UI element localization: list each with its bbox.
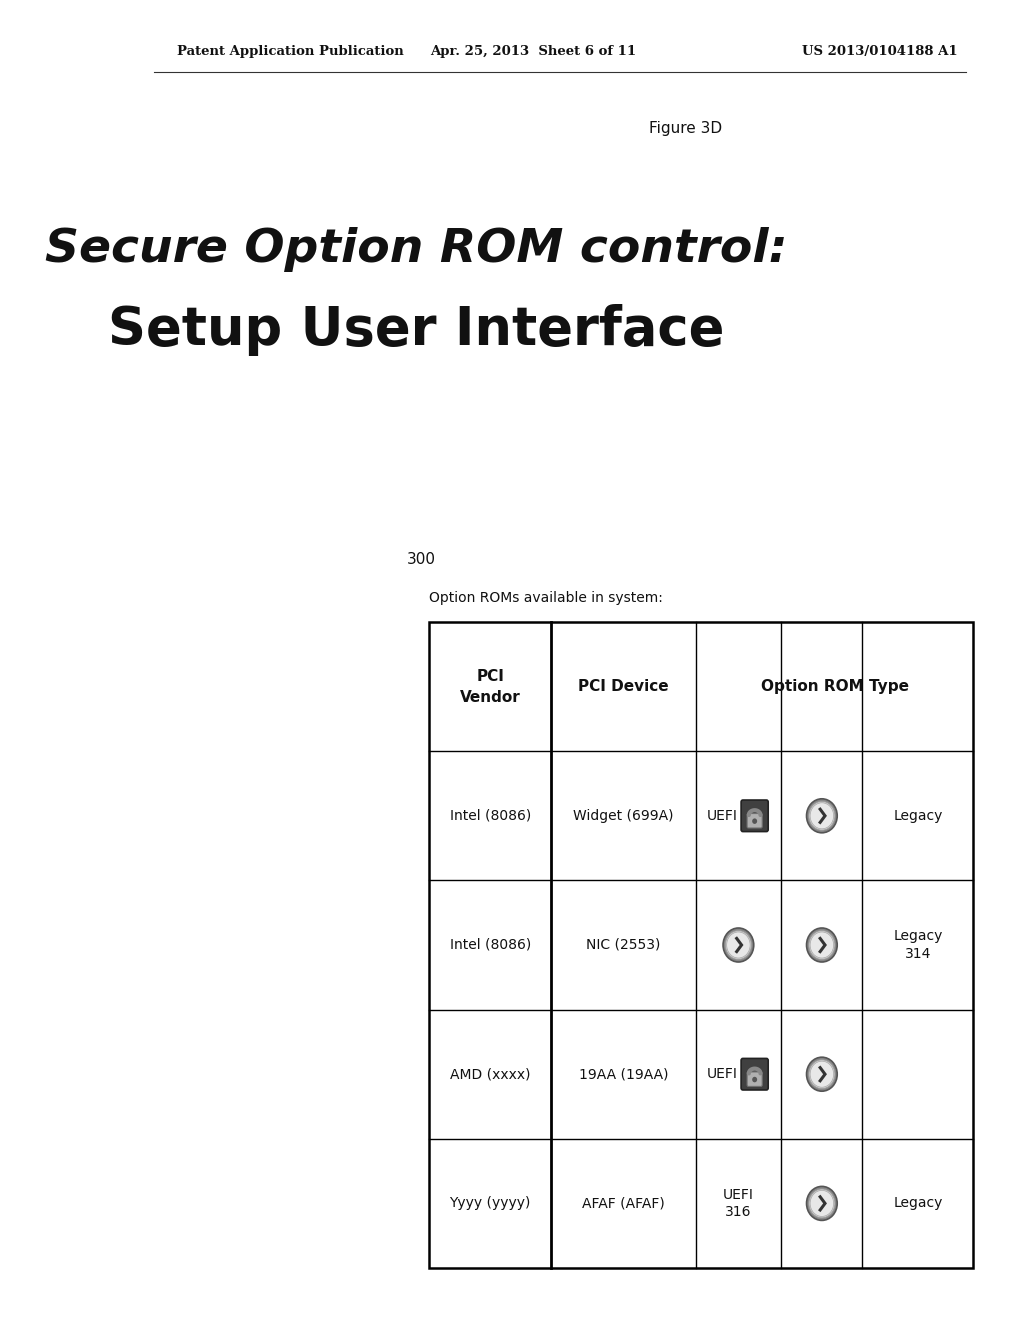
- Ellipse shape: [810, 932, 834, 958]
- Text: Figure 3D: Figure 3D: [648, 120, 722, 136]
- Ellipse shape: [809, 1060, 835, 1089]
- Ellipse shape: [725, 931, 752, 960]
- Text: AFAF (AFAF): AFAF (AFAF): [582, 1196, 665, 1210]
- Ellipse shape: [807, 928, 838, 962]
- Ellipse shape: [809, 931, 835, 960]
- Text: Widget (699A): Widget (699A): [573, 809, 674, 822]
- Text: Legacy
314: Legacy 314: [893, 929, 943, 961]
- Ellipse shape: [807, 1057, 838, 1092]
- Ellipse shape: [727, 932, 751, 958]
- Text: Secure Option ROM control:: Secure Option ROM control:: [45, 227, 787, 272]
- Bar: [429, 622, 974, 1269]
- Text: Legacy: Legacy: [893, 809, 943, 822]
- Text: Apr. 25, 2013  Sheet 6 of 11: Apr. 25, 2013 Sheet 6 of 11: [430, 45, 636, 58]
- Circle shape: [753, 1077, 757, 1082]
- Text: Yyyy (yyyy): Yyyy (yyyy): [450, 1196, 531, 1210]
- Ellipse shape: [810, 1191, 834, 1217]
- Text: UEFI
316: UEFI 316: [723, 1188, 754, 1220]
- Text: 19AA (19AA): 19AA (19AA): [579, 1067, 668, 1081]
- FancyBboxPatch shape: [748, 1072, 762, 1086]
- FancyBboxPatch shape: [741, 1059, 768, 1090]
- Text: Patent Application Publication: Patent Application Publication: [177, 45, 403, 58]
- Text: AMD (xxxx): AMD (xxxx): [450, 1067, 530, 1081]
- Text: UEFI: UEFI: [707, 809, 737, 822]
- Ellipse shape: [807, 1187, 838, 1221]
- Ellipse shape: [810, 1061, 834, 1088]
- Ellipse shape: [723, 928, 754, 962]
- Text: Option ROMs available in system:: Option ROMs available in system:: [429, 591, 664, 605]
- Text: Intel (8086): Intel (8086): [450, 939, 530, 952]
- Text: 300: 300: [407, 553, 436, 568]
- Text: US 2013/0104188 A1: US 2013/0104188 A1: [802, 45, 957, 58]
- Text: Setup User Interface: Setup User Interface: [108, 304, 724, 356]
- Text: UEFI: UEFI: [707, 1067, 737, 1081]
- Text: PCI
Vendor: PCI Vendor: [460, 669, 520, 705]
- Ellipse shape: [807, 799, 838, 833]
- Text: Intel (8086): Intel (8086): [450, 809, 530, 822]
- Ellipse shape: [809, 1189, 835, 1218]
- Text: NIC (2553): NIC (2553): [586, 939, 660, 952]
- Text: Legacy: Legacy: [893, 1196, 943, 1210]
- FancyBboxPatch shape: [748, 813, 762, 828]
- Ellipse shape: [810, 803, 834, 829]
- Text: Option ROM Type: Option ROM Type: [761, 678, 908, 694]
- Ellipse shape: [809, 801, 835, 830]
- Text: PCI Device: PCI Device: [578, 678, 669, 694]
- FancyBboxPatch shape: [741, 800, 768, 832]
- Circle shape: [753, 818, 757, 824]
